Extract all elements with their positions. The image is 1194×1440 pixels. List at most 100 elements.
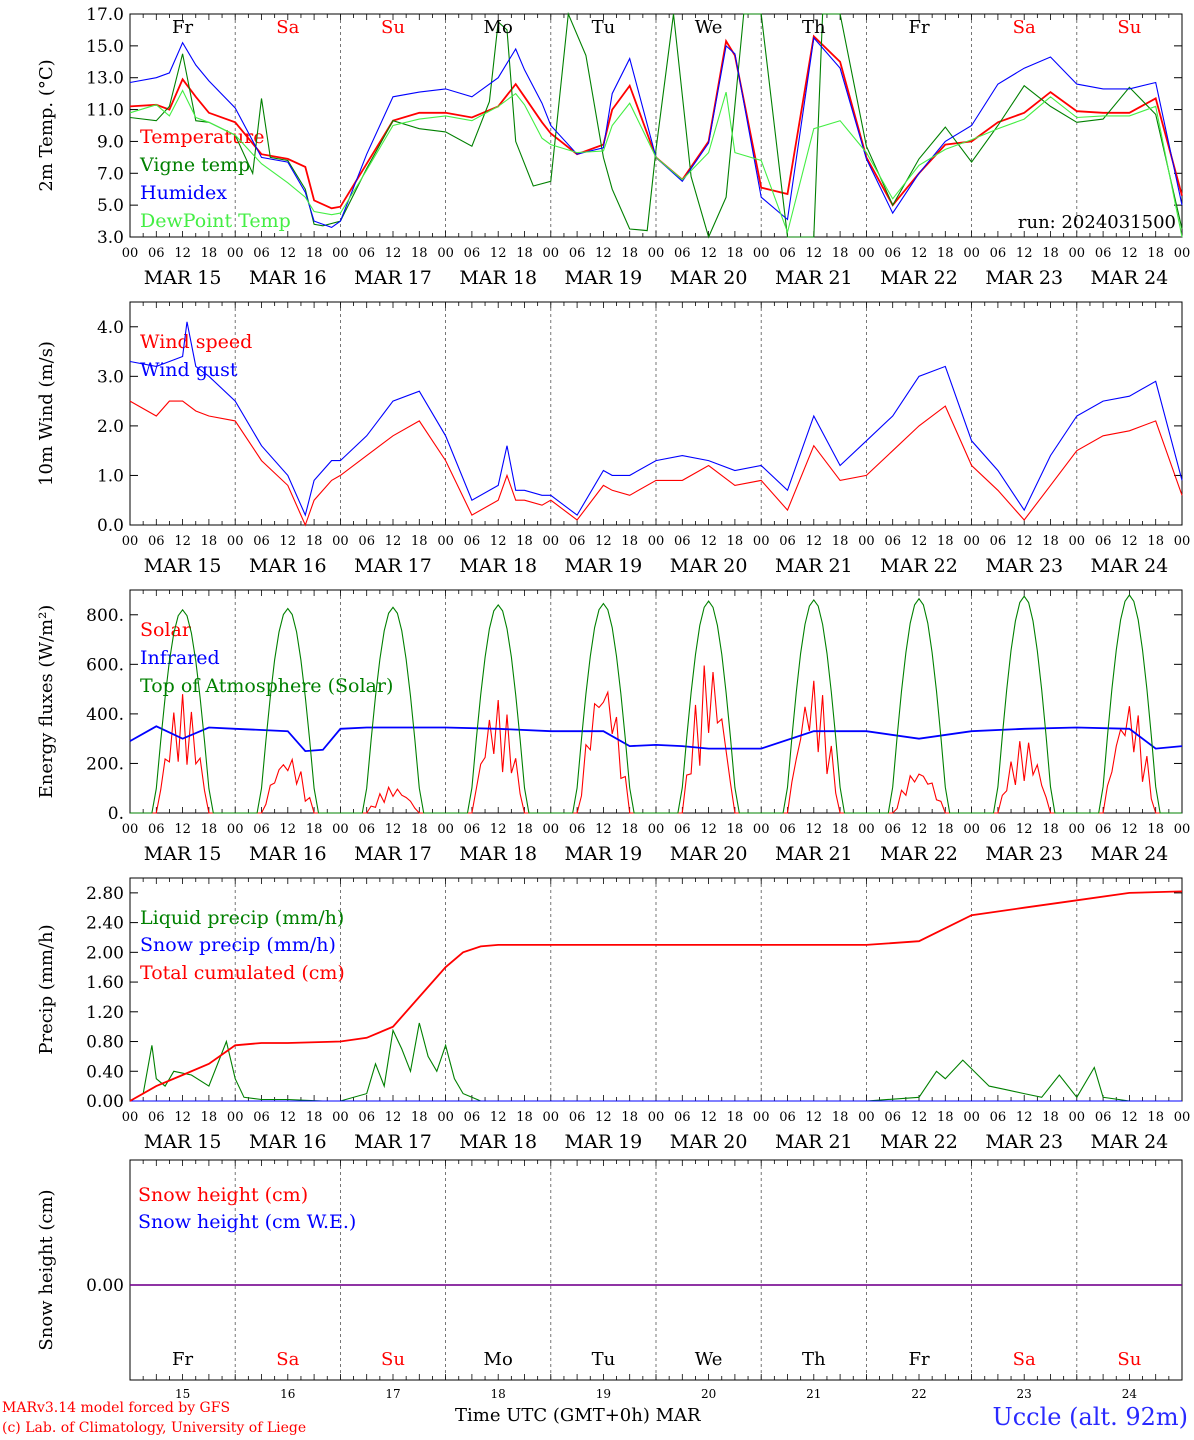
hour-tick-label: 00	[1069, 246, 1086, 261]
day-name-bottom: Sa	[276, 1349, 299, 1370]
hour-tick-label: 12	[385, 1110, 402, 1125]
hour-tick-label: 06	[253, 246, 270, 261]
day-number: 19	[596, 1387, 611, 1401]
hour-tick-label: 06	[569, 534, 586, 549]
hour-tick-label: 00	[122, 822, 139, 837]
y-tick-label: 600.	[86, 655, 124, 675]
hour-tick-label: 00	[227, 822, 244, 837]
y-tick-label: 2.00	[86, 943, 124, 963]
hour-tick-label: 00	[753, 822, 770, 837]
date-label: MAR 15	[144, 1131, 222, 1153]
hour-tick-label: 12	[490, 246, 507, 261]
day-number: 21	[806, 1387, 821, 1401]
date-label: MAR 24	[1091, 843, 1169, 865]
y-axis-label: Energy fluxes (W/m²)	[36, 605, 57, 799]
date-label: MAR 22	[880, 555, 958, 577]
hour-tick-label: 00	[963, 1110, 980, 1125]
hour-tick-label: 18	[937, 534, 954, 549]
hour-tick-label: 00	[122, 534, 139, 549]
date-label: MAR 16	[249, 555, 327, 577]
legend-entry: Snow height (cm)	[138, 1184, 308, 1206]
hour-tick-label: 00	[963, 822, 980, 837]
day-name-bottom: Fr	[172, 1349, 193, 1370]
hour-tick-label: 12	[700, 534, 717, 549]
y-tick-label: 4.0	[97, 318, 124, 338]
hour-tick-label: 12	[1121, 822, 1138, 837]
hour-tick-label: 12	[490, 1110, 507, 1125]
lab-credit: (c) Lab. of Climatology, University of L…	[2, 1420, 307, 1436]
y-tick-label: 2.0	[97, 417, 124, 437]
hour-tick-label: 18	[832, 822, 849, 837]
date-label: MAR 18	[459, 843, 537, 865]
date-label: MAR 15	[144, 843, 222, 865]
y-tick-label: 0.00	[86, 1276, 124, 1296]
hour-tick-label: 18	[306, 822, 323, 837]
y-tick-label: 0.0	[97, 516, 124, 536]
y-tick-label: 1.60	[86, 973, 124, 993]
hour-tick-label: 00	[227, 534, 244, 549]
day-name-bottom: We	[695, 1349, 723, 1370]
legend-entry: Wind speed	[140, 331, 252, 353]
legend-entry: Snow precip (mm/h)	[140, 934, 336, 956]
hour-tick-label: 00	[1069, 822, 1086, 837]
day-name-top: Mo	[484, 17, 513, 38]
hour-tick-label: 18	[201, 246, 218, 261]
hour-tick-label: 00	[543, 246, 560, 261]
hour-tick-label: 18	[727, 534, 744, 549]
hour-tick-label: 00	[1174, 822, 1191, 837]
hour-tick-label: 00	[648, 534, 665, 549]
hour-tick-label: 00	[437, 822, 454, 837]
day-name-bottom: Fr	[908, 1349, 929, 1370]
hour-tick-label: 18	[1147, 822, 1164, 837]
date-label: MAR 24	[1091, 555, 1169, 577]
date-label: MAR 17	[354, 843, 432, 865]
date-label: MAR 19	[565, 267, 643, 289]
hour-tick-label: 00	[543, 534, 560, 549]
hour-tick-label: 18	[411, 1110, 428, 1125]
x-axis-title: Time UTC (GMT+0h) MAR	[455, 1405, 701, 1426]
date-label: MAR 23	[985, 1131, 1063, 1153]
series-line-infrared	[129, 725, 1183, 753]
hour-tick-label: 18	[516, 246, 533, 261]
legend-entry: Liquid precip (mm/h)	[140, 907, 344, 929]
hour-tick-label: 06	[674, 534, 691, 549]
hour-tick-label: 06	[569, 246, 586, 261]
hour-tick-label: 00	[1174, 1110, 1191, 1125]
hour-tick-label: 06	[990, 534, 1007, 549]
hour-tick-label: 00	[1069, 1110, 1086, 1125]
hour-tick-label: 18	[201, 1110, 218, 1125]
hour-tick-label: 12	[1121, 1110, 1138, 1125]
y-tick-label: 800.	[86, 606, 124, 626]
hour-tick-label: 00	[753, 246, 770, 261]
hour-tick-label: 00	[963, 246, 980, 261]
series-line-dewpoint-temp	[129, 89, 1183, 238]
day-name-top: Fr	[172, 17, 193, 38]
hour-tick-label: 18	[201, 534, 218, 549]
hour-tick-label: 18	[306, 534, 323, 549]
hour-tick-label: 18	[621, 534, 638, 549]
hour-tick-label: 00	[648, 246, 665, 261]
model-credit: MARv3.14 model forced by GFS	[2, 1400, 231, 1416]
y-tick-label: 0.	[108, 804, 124, 824]
hour-tick-label: 06	[253, 1110, 270, 1125]
hour-tick-label: 12	[490, 822, 507, 837]
day-name-top: We	[695, 17, 723, 38]
hour-tick-label: 00	[1174, 534, 1191, 549]
hour-tick-label: 18	[1147, 534, 1164, 549]
plot-frame-1	[129, 13, 1183, 238]
date-label: MAR 19	[565, 1131, 643, 1153]
hour-tick-label: 06	[884, 1110, 901, 1125]
hour-tick-label: 06	[464, 534, 481, 549]
day-name-top: Sa	[1013, 17, 1036, 38]
hour-tick-label: 12	[174, 1110, 191, 1125]
hour-tick-label: 00	[332, 822, 349, 837]
date-label: MAR 20	[670, 555, 748, 577]
hour-tick-label: 06	[148, 1110, 165, 1125]
date-label: MAR 16	[249, 843, 327, 865]
day-number: 24	[1122, 1387, 1138, 1401]
y-tick-label: 3.0	[97, 228, 124, 248]
hour-tick-label: 00	[543, 1110, 560, 1125]
date-label: MAR 20	[670, 1131, 748, 1153]
hour-tick-label: 18	[621, 822, 638, 837]
